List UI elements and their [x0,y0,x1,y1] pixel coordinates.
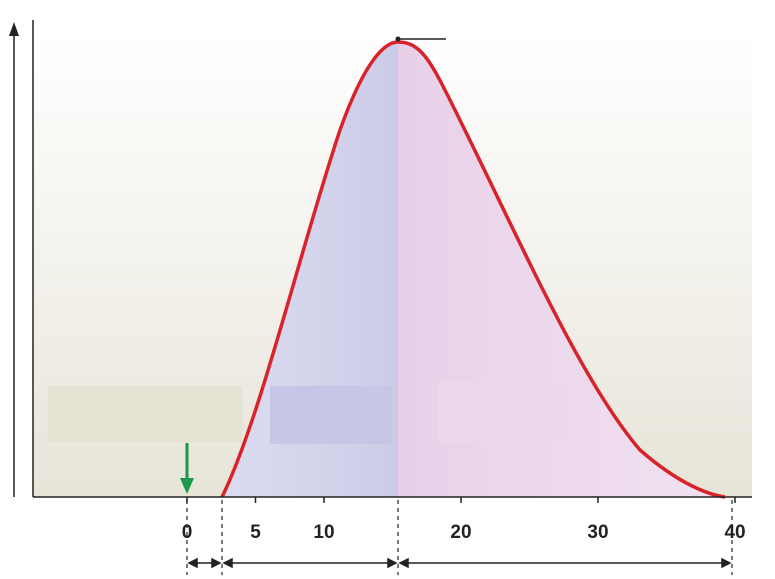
label-box [438,382,570,442]
y-arrowhead [9,22,19,36]
peak-dot [395,36,401,42]
label-box [270,386,392,444]
start-arrowhead [180,478,194,494]
x-tick-label: 20 [450,522,471,543]
x-tick-label: 5 [250,522,261,543]
x-tick-label: 40 [724,522,745,543]
x-tick-label: 10 [313,522,334,543]
label-box [48,386,242,442]
x-ticks: 0 5 10 20 30 40 [182,497,746,543]
span-arrows [187,557,732,569]
x-tick-label: 30 [587,522,608,543]
x-tick-label: 0 [182,522,193,543]
